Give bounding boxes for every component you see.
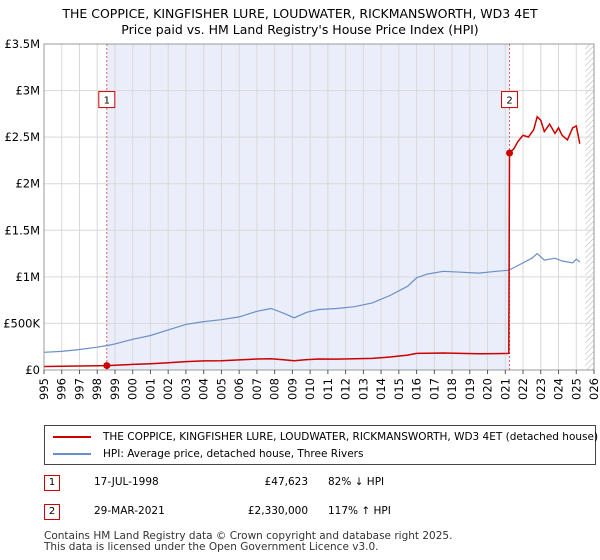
x-tick-label: 2011	[321, 378, 335, 400]
y-tick-label: £1.5M	[4, 223, 40, 237]
x-tick-label: 2009	[285, 378, 299, 400]
transaction-number: 2	[44, 504, 60, 520]
x-tick-label: 2003	[179, 378, 193, 400]
legend-item-hpi: HPI: Average price, detached house, Thre…	[53, 446, 363, 462]
x-tick-label: 1998	[90, 378, 104, 400]
chart-title-block: THE COPPICE, KINGFISHER LURE, LOUDWATER,…	[0, 6, 600, 38]
transaction-price: £47,623	[264, 476, 308, 488]
x-tick-label: 2013	[356, 378, 370, 400]
x-tick-label: 2008	[268, 378, 282, 400]
transaction-date: 17-JUL-1998	[94, 476, 159, 488]
chart-subtitle: Price paid vs. HM Land Registry's House …	[121, 22, 479, 37]
x-tick-label: 2025	[569, 378, 583, 400]
transaction-number: 1	[44, 475, 60, 491]
y-tick-label: £3.5M	[4, 37, 40, 51]
x-tick-label: 1995	[37, 378, 51, 400]
sale-marker-box	[501, 91, 519, 109]
x-tick-label: 2015	[392, 378, 406, 400]
property-price-line	[43, 115, 581, 368]
x-tick-label: 2026	[587, 378, 600, 400]
x-tick-label: 2000	[126, 378, 140, 400]
legend-item-property: THE COPPICE, KINGFISHER LURE, LOUDWATER,…	[53, 429, 598, 445]
y-tick-label: £2M	[15, 177, 40, 191]
sale-point-1	[103, 362, 111, 370]
chart-title: THE COPPICE, KINGFISHER LURE, LOUDWATER,…	[62, 6, 538, 21]
footer-copyright: Contains HM Land Registry data © Crown c…	[44, 530, 453, 542]
sale-point-2	[506, 149, 514, 157]
transaction-price: £2,330,000	[247, 505, 308, 517]
x-tick-label: 1999	[108, 378, 122, 400]
y-tick-label: £3M	[15, 84, 40, 98]
x-tick-label: 2022	[516, 378, 530, 400]
x-tick-label: 2024	[552, 378, 566, 400]
x-tick-label: 2005	[214, 378, 228, 400]
x-tick-label: 2007	[250, 378, 264, 400]
x-tick-label: 2004	[197, 378, 211, 400]
x-tick-label: 1996	[55, 378, 69, 400]
transaction-date: 29-MAR-2021	[94, 505, 165, 517]
x-tick-label: 2017	[427, 378, 441, 400]
x-tick-label: 2002	[161, 378, 175, 400]
transaction-hpi: 117% ↑ HPI	[328, 505, 391, 517]
footer: Contains HM Land Registry data © Crown c…	[44, 531, 452, 553]
legend-swatch-hpi	[53, 453, 91, 455]
hpi-line	[43, 252, 581, 353]
ownership-period-shade	[106, 44, 510, 370]
plot-frame	[43, 43, 595, 371]
x-tick-label: 2012	[339, 378, 353, 400]
y-tick-label: £1M	[15, 270, 40, 284]
legend-label-property: THE COPPICE, KINGFISHER LURE, LOUDWATER,…	[103, 431, 599, 443]
x-tick-label: 2023	[534, 378, 548, 400]
footer-licence: This data is licensed under the Open Gov…	[44, 541, 379, 553]
x-tick-label: 2019	[463, 378, 477, 400]
forecast-hatch	[585, 44, 594, 370]
x-tick-label: 1997	[72, 378, 86, 400]
y-tick-label: £2.5M	[4, 130, 40, 144]
legend-label-hpi: HPI: Average price, detached house, Thre…	[103, 448, 364, 460]
sale-marker-box	[98, 91, 116, 109]
x-tick-label: 2001	[143, 378, 157, 400]
y-tick-label: £500K	[3, 316, 40, 330]
sale-marker-label: 2	[506, 96, 512, 107]
legend-swatch-property	[53, 436, 91, 438]
x-tick-label: 2021	[498, 378, 512, 400]
x-tick-label: 2016	[410, 378, 424, 400]
x-tick-label: 2006	[232, 378, 246, 400]
x-tick-label: 2014	[374, 378, 388, 400]
x-tick-label: 2018	[445, 378, 459, 400]
legend: THE COPPICE, KINGFISHER LURE, LOUDWATER,…	[44, 425, 598, 465]
transaction-hpi: 82% ↓ HPI	[328, 476, 385, 488]
sale-marker-label: 1	[104, 96, 110, 107]
y-tick-label: £0	[25, 363, 40, 377]
x-tick-label: 2020	[481, 378, 495, 400]
x-tick-label: 2010	[303, 378, 317, 400]
